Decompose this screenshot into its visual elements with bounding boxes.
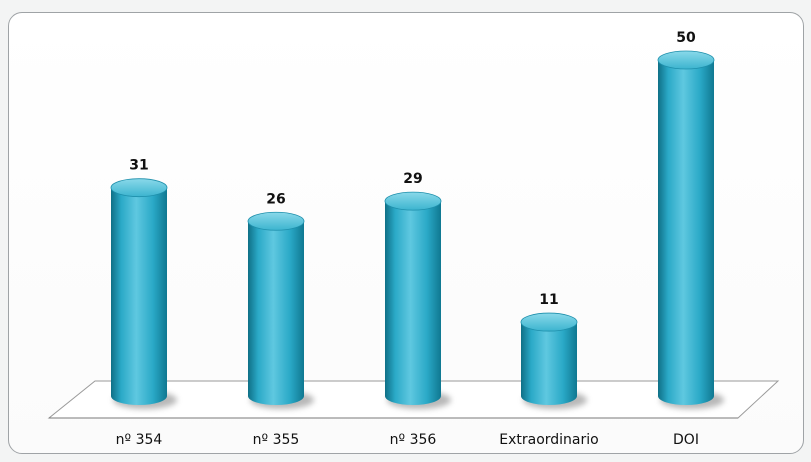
bar-body (521, 322, 577, 405)
bar (384, 191, 451, 409)
bar-body (385, 201, 441, 405)
bar (247, 211, 314, 409)
x-tick-label: nº 354 (116, 432, 163, 448)
x-tick-label: Extraordinario (499, 432, 598, 448)
x-tick-label: nº 356 (390, 432, 437, 448)
bar-body (248, 221, 304, 405)
bar-top-cap (520, 312, 578, 332)
data-label: 29 (403, 171, 422, 187)
bar (520, 312, 587, 409)
bar-top-cap (110, 178, 168, 198)
bar (657, 50, 724, 409)
bar-body (658, 60, 714, 405)
data-label: 50 (676, 30, 696, 46)
value-labels-layer: 31 26 29 11 50 (129, 30, 696, 308)
x-tick-label: DOI (673, 432, 699, 448)
x-tick-labels-layer: nº 354 nº 355 nº 356 Extraordinario DOI (116, 432, 699, 448)
data-label: 31 (129, 158, 148, 174)
bar-top-cap (384, 191, 442, 211)
data-label: 26 (266, 191, 285, 207)
bar-top-cap (657, 50, 715, 70)
bars-layer (110, 50, 724, 409)
data-label: 11 (539, 292, 558, 308)
bar-top-cap (247, 211, 305, 231)
x-tick-label: nº 355 (253, 432, 300, 448)
bar-body (111, 187, 167, 405)
bar (110, 178, 177, 409)
